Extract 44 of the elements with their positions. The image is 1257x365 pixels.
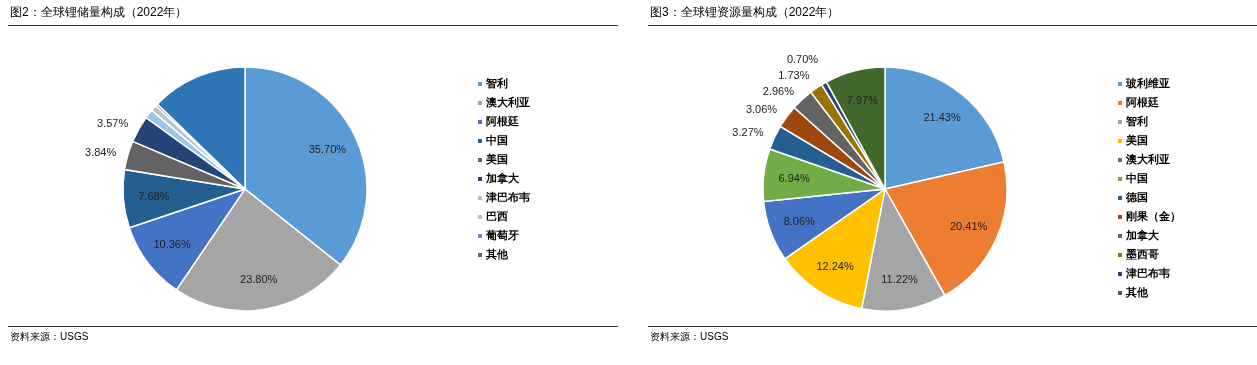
data-label: 2.96% [762, 84, 795, 97]
data-label: 1.73% [778, 68, 810, 81]
data-label: 6.94% [778, 172, 810, 185]
legend-label: 澳大利亚 [486, 95, 530, 110]
legend-label: 葡萄牙 [486, 228, 519, 243]
data-label: 12.24% [816, 259, 854, 272]
data-label: 21.43% [923, 111, 961, 124]
data-label: 7.97% [846, 94, 879, 107]
data-label: 3.06% [745, 103, 778, 116]
data-label: 11.22% [881, 273, 919, 286]
legend-label: 其他 [1126, 285, 1148, 300]
legend-label: 玻利维亚 [1126, 76, 1170, 91]
legend-label: 中国 [486, 133, 508, 148]
chart-title: 图2：全球锂储量构成（2022年） [8, 2, 618, 26]
data-label: 0.70% [786, 52, 819, 65]
legend-label: 津巴布韦 [486, 190, 530, 205]
legend-label: 智利 [1126, 114, 1148, 129]
legend-label: 阿根廷 [486, 114, 519, 129]
legend-label: 美国 [486, 152, 508, 167]
legend-label: 刚果（金） [1126, 209, 1181, 224]
legend-label: 墨西哥 [1126, 247, 1159, 262]
legend-label: 澳大利亚 [1126, 152, 1170, 167]
legend-label: 美国 [1126, 133, 1148, 148]
data-label: 3.27% [732, 126, 764, 139]
text: 资料来源：USGS [650, 330, 730, 344]
data-label: 3.57% [97, 117, 129, 130]
legend-label: 其他 [486, 247, 508, 262]
data-label: 23.80% [240, 273, 278, 286]
legend-label: 津巴布韦 [1126, 266, 1170, 281]
legend-label: 阿根廷 [1126, 95, 1159, 110]
legend-label: 中国 [1126, 171, 1148, 186]
data-label: 8.06% [783, 214, 816, 227]
data-label: 10.36% [153, 238, 191, 251]
data-label: 3.84% [85, 145, 117, 158]
legend-label: 加拿大 [486, 171, 519, 186]
text: 资料来源：USGS [10, 330, 90, 344]
data-label: 35.70% [308, 143, 347, 156]
data-label: 7.68% [138, 190, 170, 203]
legend-label: 加拿大 [1126, 228, 1159, 243]
legend-label: 德国 [1126, 190, 1148, 205]
legend-label: 智利 [486, 76, 508, 91]
data-label: 20.41% [950, 220, 988, 233]
legend-label: 巴西 [486, 209, 508, 224]
chart-title: 图3：全球锂资源量构成（2022年） [648, 2, 1257, 26]
